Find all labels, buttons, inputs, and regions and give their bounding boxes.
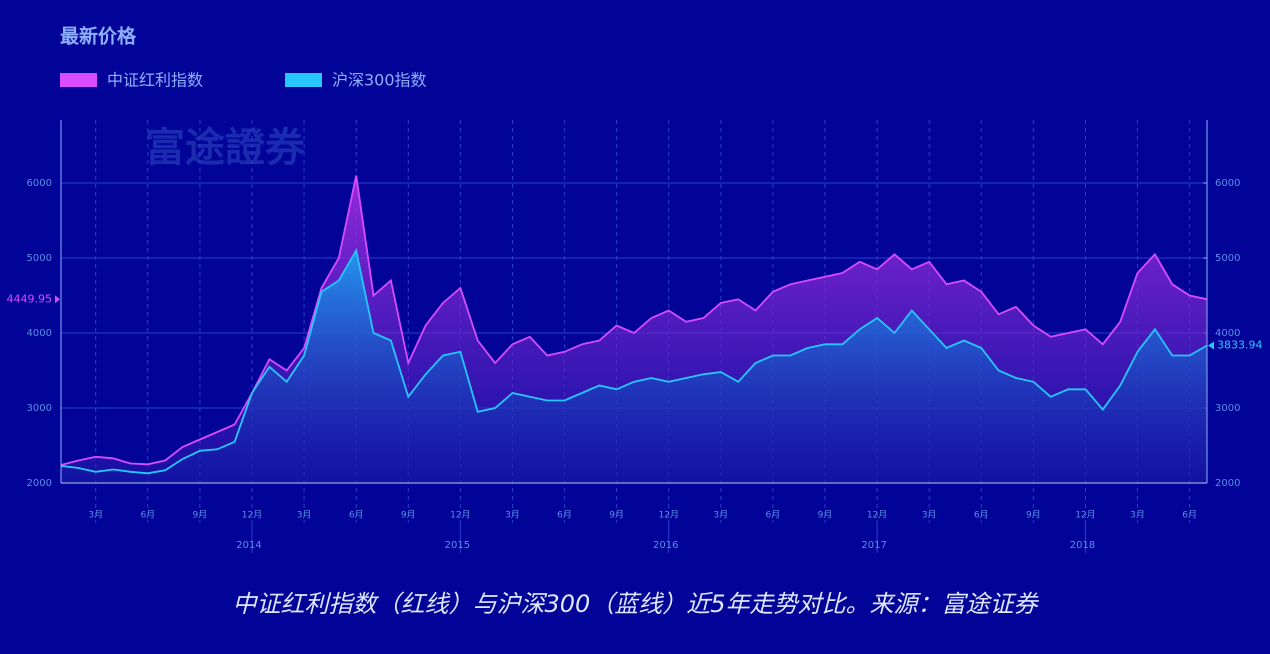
x-tick-label: 9月 [818, 510, 833, 521]
x-tick-label: 3月 [713, 510, 728, 521]
y-tick-label: 5000 [27, 253, 52, 264]
year-tick-label: 2014 [236, 540, 261, 551]
legend-label: 沪深300指数 [332, 71, 427, 90]
y2-tick-label: 5000 [1215, 253, 1240, 264]
x-tick-label: 3月 [88, 510, 103, 521]
x-tick-label: 3月 [505, 510, 520, 521]
year-tick-label: 2017 [861, 540, 886, 551]
x-tick-label: 9月 [401, 510, 416, 521]
x-tick-label: 3月 [297, 510, 312, 521]
end-label: 3833.94 [1217, 338, 1263, 351]
legend-label: 中证红利指数 [107, 71, 203, 90]
end-label: 4449.95 [7, 292, 53, 305]
x-tick-label: 6月 [766, 510, 781, 521]
x-tick-label: 9月 [609, 510, 624, 521]
y-tick-label: 4000 [27, 328, 52, 339]
x-tick-label: 6月 [1182, 510, 1197, 521]
y-tick-label: 6000 [27, 178, 52, 189]
legend-swatch [285, 73, 322, 87]
caption: 中证红利指数（红线）与沪深300（蓝线）近5年走势对比。来源：富途证券 [232, 590, 1039, 618]
y-tick-label: 3000 [27, 403, 52, 414]
x-tick-label: 12月 [867, 510, 887, 521]
x-tick-label: 6月 [349, 510, 364, 521]
year-tick-label: 2016 [653, 540, 678, 551]
x-tick-label: 12月 [450, 510, 470, 521]
y2-tick-label: 3000 [1215, 403, 1240, 414]
watermark: 富途證券 [145, 125, 306, 171]
x-tick-label: 6月 [140, 510, 155, 521]
legend-swatch [60, 73, 97, 87]
x-tick-label: 12月 [242, 510, 262, 521]
x-tick-label: 3月 [1130, 510, 1145, 521]
y-tick-label: 2000 [27, 478, 52, 489]
x-tick-label: 3月 [922, 510, 937, 521]
chart-title: 最新价格 [60, 25, 137, 48]
y2-tick-label: 4000 [1215, 328, 1240, 339]
year-tick-label: 2018 [1070, 540, 1095, 551]
x-tick-label: 6月 [974, 510, 989, 521]
end-marker [55, 295, 60, 304]
x-tick-label: 9月 [1026, 510, 1041, 521]
line [60, 248, 1208, 475]
x-tick-label: 6月 [557, 510, 572, 521]
y2-tick-label: 2000 [1215, 478, 1240, 489]
year-tick-label: 2015 [445, 540, 470, 551]
x-tick-label: 9月 [193, 510, 208, 521]
area [61, 250, 1207, 483]
x-tick-label: 12月 [659, 510, 679, 521]
end-marker [1208, 341, 1214, 350]
y2-tick-label: 6000 [1215, 178, 1240, 189]
x-tick-label: 12月 [1075, 510, 1095, 521]
